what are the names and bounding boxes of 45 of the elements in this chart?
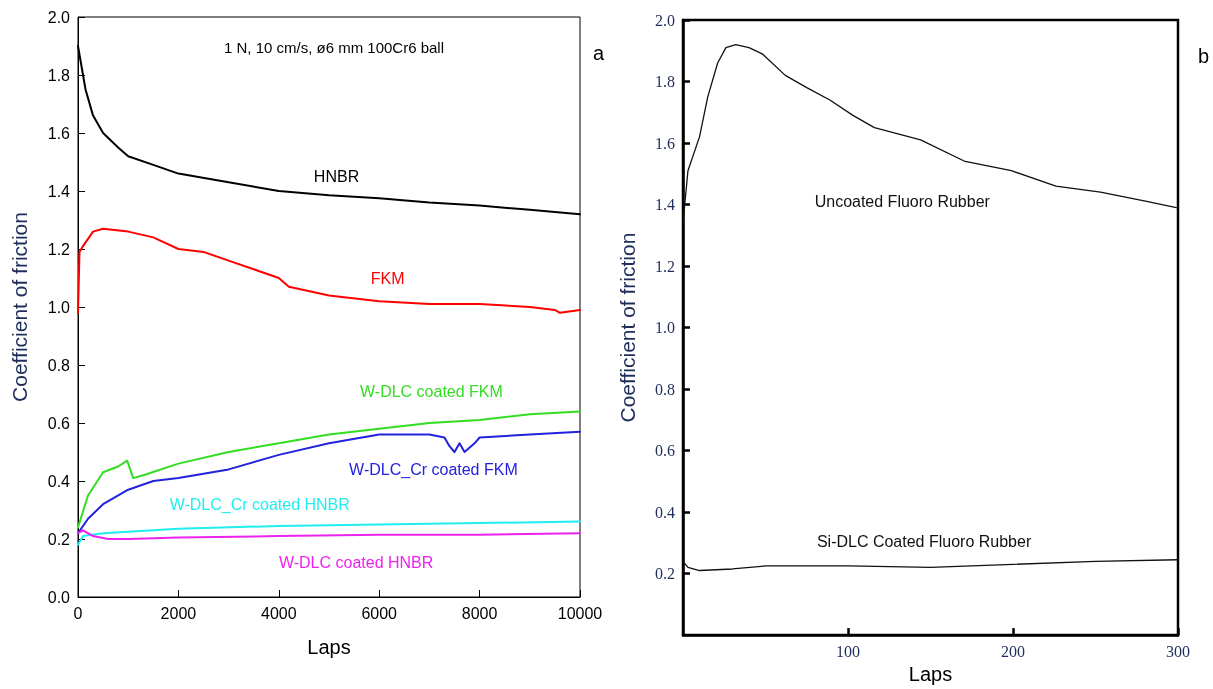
y-tick-label: 1.2 xyxy=(47,240,71,258)
series-label: W-DLC coated FKM xyxy=(359,382,503,400)
series-label: W-DLC_Cr coated FKM xyxy=(349,460,518,479)
y-tick-label: 0.4 xyxy=(655,503,675,521)
y-tick-label: 1.6 xyxy=(47,124,71,142)
y-tick-label: 1.0 xyxy=(655,319,675,337)
y-tick-label: 1.8 xyxy=(47,66,71,84)
series-label: Uncoated Fluoro Rubber xyxy=(814,192,991,210)
series-label: W-DLC coated HNBR xyxy=(278,553,434,571)
y-tick-label: 0.6 xyxy=(655,442,675,460)
y-tick-label: 1.0 xyxy=(47,298,71,316)
x-tick-label: 300 xyxy=(1166,642,1190,660)
x-tick-label: 100 xyxy=(836,642,860,660)
y-tick-label: 1.4 xyxy=(47,182,71,200)
x-tick-label: 8000 xyxy=(461,604,498,622)
y-tick-label: 2.0 xyxy=(47,8,71,26)
x-tick-label: 200 xyxy=(1001,642,1025,660)
y-tick-label: 0.8 xyxy=(655,380,675,398)
y-tick-label: 1.4 xyxy=(655,196,675,214)
text: a xyxy=(592,42,605,64)
x-tick-label: 4000 xyxy=(261,604,297,622)
y-tick-label: 0.0 xyxy=(47,588,71,606)
x-tick-label: 0 xyxy=(73,604,83,622)
y-tick-label: 1.8 xyxy=(655,73,675,91)
y-tick-label: 1.2 xyxy=(655,257,675,275)
y-tick-label: 0.2 xyxy=(47,530,71,548)
series-label: HNBR xyxy=(313,168,360,185)
y-tick-label: 0.2 xyxy=(655,565,675,583)
series-label: FKM xyxy=(370,269,405,287)
y-tick-label: 2.0 xyxy=(655,11,675,29)
x-axis-title: Laps xyxy=(307,636,351,658)
y-tick-label: 1.6 xyxy=(655,134,675,152)
y-axis-title: Coefficient of friction xyxy=(8,212,31,402)
series-label: Si-DLC Coated Fluoro Rubber xyxy=(816,533,1032,551)
y-axis-title: Coefficient of friction xyxy=(616,232,639,423)
x-tick-label: 2000 xyxy=(160,604,197,622)
x-axis-title: Laps xyxy=(908,663,953,685)
x-tick-label: 10000 xyxy=(557,604,603,622)
text: 1 N, 10 cm/s, ø6 mm 100Cr6 ball xyxy=(223,39,445,56)
text: b xyxy=(1197,45,1209,67)
y-tick-label: 0.4 xyxy=(47,472,71,490)
y-tick-label: 0.8 xyxy=(47,356,71,374)
x-tick-label: 6000 xyxy=(361,604,398,622)
series-label: W-DLC_Cr coated HNBR xyxy=(169,495,350,514)
y-tick-label: 0.6 xyxy=(47,414,71,432)
